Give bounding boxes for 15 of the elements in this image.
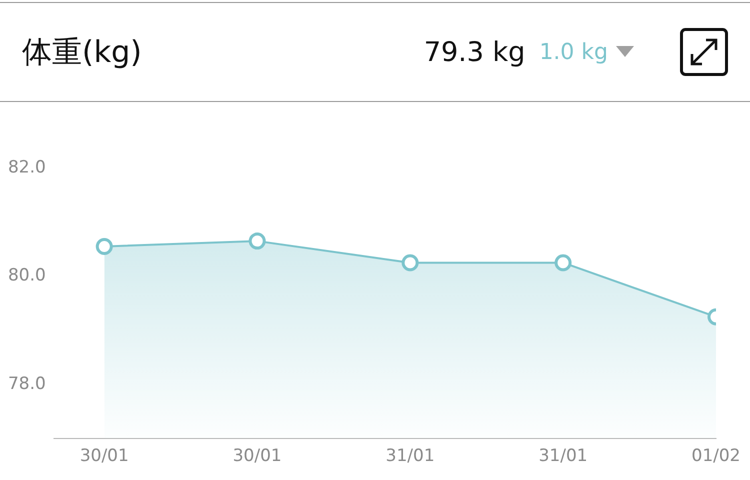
text: 79.3 kg	[424, 36, 526, 68]
point	[96, 238, 113, 255]
point	[248, 232, 266, 250]
x-tick-label: 01/02	[692, 446, 740, 466]
y-tick-label: 82.0	[8, 157, 46, 178]
x-tick-label: 31/01	[538, 446, 588, 466]
chart-title: 体重(kg)	[22, 34, 143, 72]
y-tick-label: 80.0	[8, 266, 46, 286]
y-tick-label: 78.0	[8, 374, 46, 394]
text: 1.0 kg	[539, 40, 608, 64]
point	[402, 254, 419, 272]
point	[554, 254, 572, 272]
x-tick-label: 30/01	[80, 446, 129, 466]
x-tick-label: 31/01	[386, 446, 435, 466]
x-tick-label: 30/01	[232, 446, 282, 466]
